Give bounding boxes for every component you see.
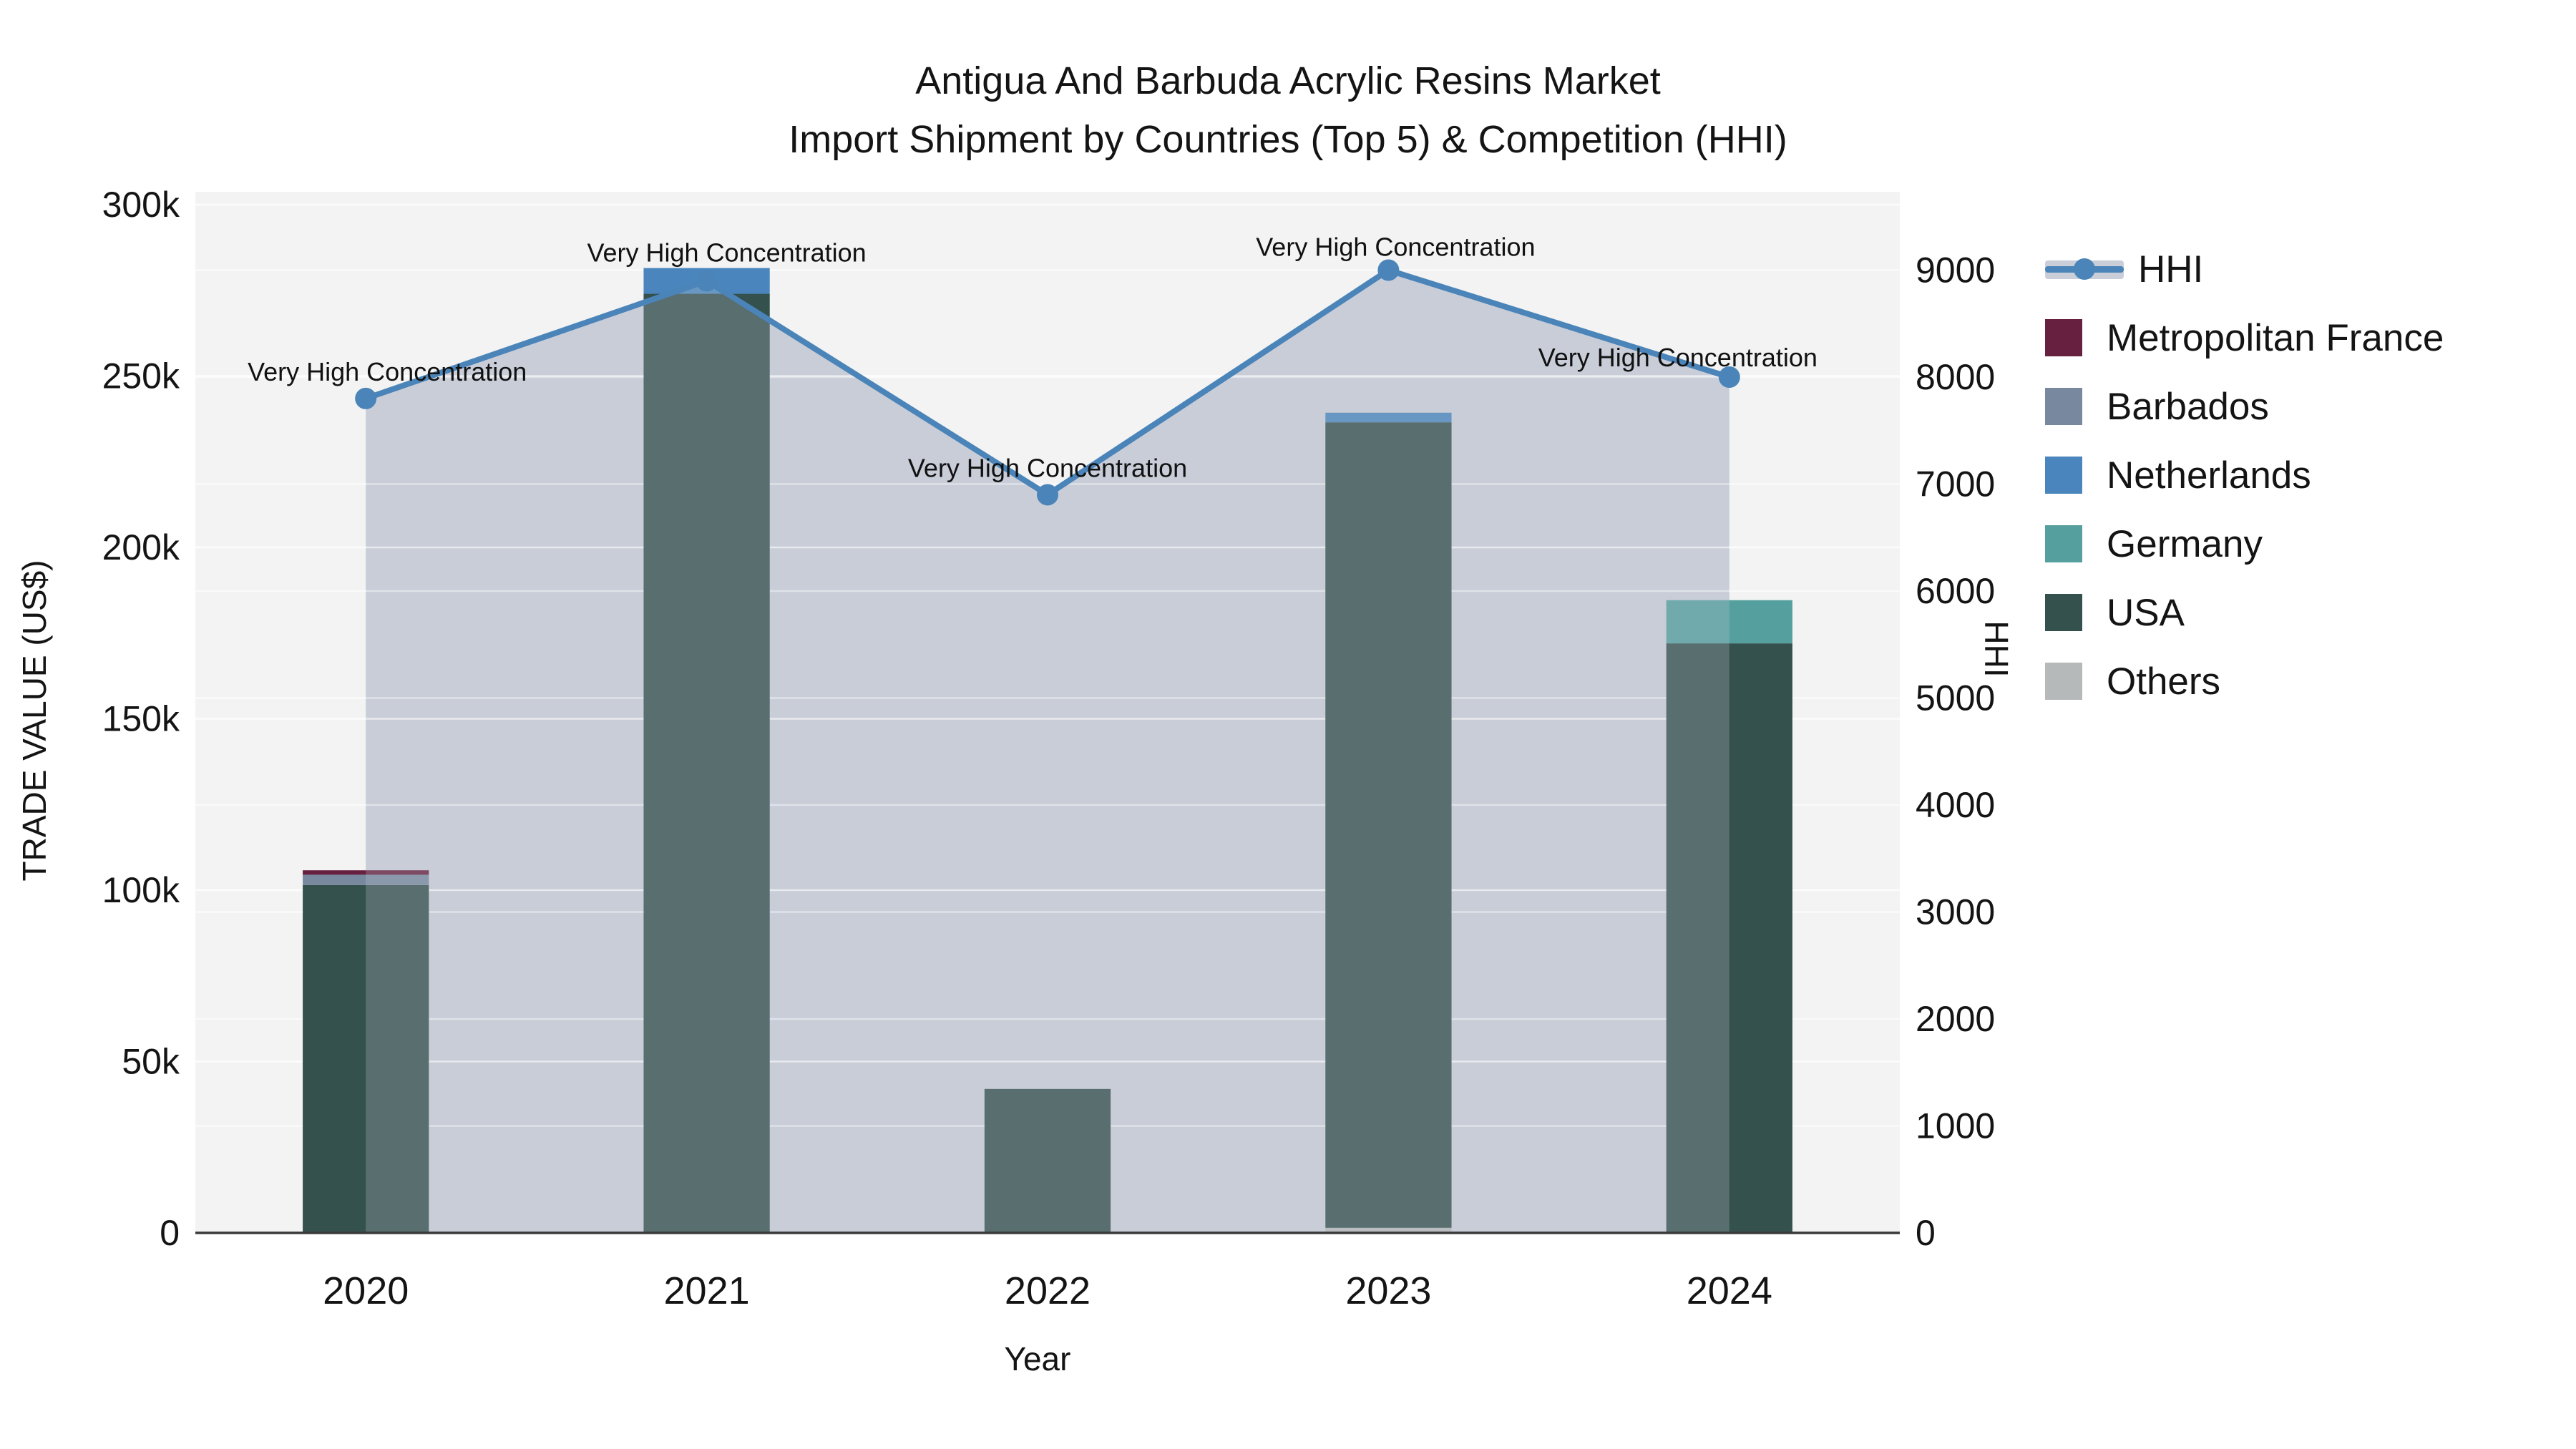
y-left-axis-title: TRADE VALUE (US$) bbox=[16, 560, 53, 882]
bar-germany-2024[interactable] bbox=[1666, 600, 1792, 644]
legend-color-swatch bbox=[2045, 594, 2082, 631]
legend-label: HHI bbox=[2138, 248, 2204, 291]
y-left-tick-100k: 100k bbox=[102, 870, 180, 910]
legend-color-swatch bbox=[2045, 457, 2082, 494]
legend-label: Netherlands bbox=[2107, 454, 2311, 497]
y-right-tick-0: 0 bbox=[1916, 1213, 1936, 1253]
legend-color-swatch bbox=[2045, 319, 2082, 356]
legend-color-swatch bbox=[2045, 525, 2082, 562]
hhi-marker-2024[interactable] bbox=[1718, 366, 1740, 388]
hhi-marker-2023[interactable] bbox=[1377, 259, 1400, 281]
bar-metropolitan-france-2020[interactable] bbox=[303, 870, 429, 875]
legend-item-usa[interactable]: USA bbox=[2045, 578, 2444, 647]
y-right-tick-7000: 7000 bbox=[1916, 464, 1995, 504]
annotation-2020: Very High Concentration bbox=[248, 357, 527, 386]
bar-usa-2021[interactable] bbox=[643, 293, 770, 1233]
x-tick-2020: 2020 bbox=[323, 1269, 409, 1312]
annotation-2023: Very High Concentration bbox=[1256, 233, 1535, 262]
hhi-marker-2022[interactable] bbox=[1037, 484, 1058, 506]
x-tick-2024: 2024 bbox=[1687, 1269, 1772, 1312]
y-left-tick-0: 0 bbox=[160, 1213, 180, 1253]
legend-item-others[interactable]: Others bbox=[2045, 647, 2444, 716]
x-tick-2023: 2023 bbox=[1345, 1269, 1431, 1312]
legend-item-netherlands[interactable]: Netherlands bbox=[2045, 441, 2444, 509]
y-right-tick-2000: 2000 bbox=[1916, 999, 1995, 1039]
legend-color-swatch bbox=[2045, 388, 2082, 425]
y-right-tick-4000: 4000 bbox=[1916, 785, 1995, 825]
bar-others-2023[interactable] bbox=[1325, 1227, 1452, 1233]
bar-usa-2024[interactable] bbox=[1666, 643, 1792, 1233]
bar-netherlands-2023[interactable] bbox=[1325, 412, 1452, 423]
y-left-tick-50k: 50k bbox=[122, 1042, 180, 1082]
legend-label: USA bbox=[2107, 591, 2185, 634]
legend-item-metropolitan-france[interactable]: Metropolitan France bbox=[2045, 303, 2444, 372]
legend-item-hhi[interactable]: HHI bbox=[2045, 235, 2444, 303]
y-right-tick-8000: 8000 bbox=[1916, 357, 1995, 397]
y-left-tick-200k: 200k bbox=[102, 527, 180, 567]
legend-label: Barbados bbox=[2107, 385, 2269, 428]
hhi-marker-2020[interactable] bbox=[355, 387, 377, 409]
legend-label: Others bbox=[2107, 660, 2221, 703]
y-right-tick-6000: 6000 bbox=[1916, 571, 1995, 611]
y-left-tick-300k: 300k bbox=[102, 185, 180, 225]
y-right-axis-title: HHI bbox=[1978, 620, 2015, 678]
legend-item-germany[interactable]: Germany bbox=[2045, 509, 2444, 578]
annotation-2022: Very High Concentration bbox=[908, 453, 1187, 482]
x-tick-2021: 2021 bbox=[664, 1269, 750, 1312]
annotation-2024: Very High Concentration bbox=[1538, 343, 1818, 372]
bar-barbados-2020[interactable] bbox=[303, 874, 429, 885]
legend-label: Metropolitan France bbox=[2107, 316, 2444, 359]
chart-title-line1: Antigua And Barbuda Acrylic Resins Marke… bbox=[915, 59, 1661, 102]
bar-usa-2023[interactable] bbox=[1325, 422, 1452, 1228]
annotation-2021: Very High Concentration bbox=[587, 238, 866, 267]
bar-usa-2020[interactable] bbox=[303, 884, 429, 1233]
x-tick-2022: 2022 bbox=[1005, 1269, 1091, 1312]
y-right-tick-3000: 3000 bbox=[1916, 892, 1995, 932]
legend: HHI Metropolitan France Barbados Netherland… bbox=[2045, 235, 2444, 716]
y-left-tick-150k: 150k bbox=[102, 699, 180, 739]
legend-color-swatch bbox=[2045, 663, 2082, 700]
legend-item-barbados[interactable]: Barbados bbox=[2045, 372, 2444, 441]
y-right-tick-1000: 1000 bbox=[1916, 1106, 1995, 1146]
legend-label: Germany bbox=[2107, 522, 2263, 565]
chart-title: Antigua And Barbuda Acrylic Resins Marke… bbox=[358, 52, 2218, 169]
bar-usa-2022[interactable] bbox=[984, 1088, 1111, 1233]
y-right-tick-9000: 9000 bbox=[1916, 250, 1995, 291]
y-left-tick-250k: 250k bbox=[102, 356, 180, 396]
x-axis-title: Year bbox=[1004, 1340, 1071, 1377]
legend-line-swatch bbox=[2045, 250, 2124, 288]
hhi-area-overlay bbox=[366, 270, 1729, 1233]
hhi-marker-2021[interactable] bbox=[696, 270, 718, 292]
y-right-tick-5000: 5000 bbox=[1916, 678, 1995, 718]
chart-title-line2: Import Shipment by Countries (Top 5) & C… bbox=[789, 118, 1787, 161]
